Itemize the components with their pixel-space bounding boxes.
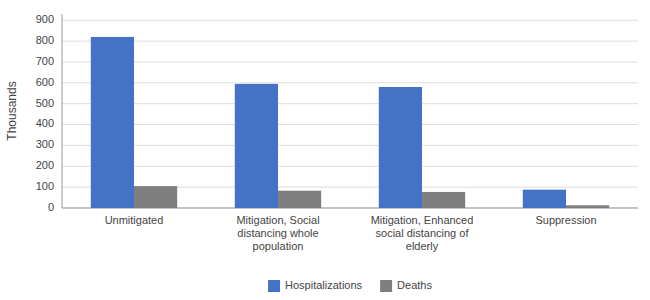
bar	[379, 87, 422, 208]
x-tick-label: Mitigation, Socialdistancing wholepopula…	[236, 214, 319, 252]
bars	[91, 37, 609, 208]
y-tick-label: 700	[36, 55, 54, 67]
legend-item: Deaths	[380, 279, 432, 292]
y-tick-label: 500	[36, 97, 54, 109]
y-axis-label: Thousands	[5, 81, 19, 140]
bar	[566, 205, 609, 208]
x-tick-label-line: Mitigation, Enhanced	[371, 214, 474, 226]
grid-line	[62, 166, 638, 167]
grid-line	[62, 82, 638, 83]
bar	[91, 37, 134, 208]
legend-swatch	[380, 280, 392, 292]
legend-label: Deaths	[397, 279, 432, 291]
bar	[134, 186, 177, 208]
x-tick-label: Mitigation, Enhancedsocial distancing of…	[371, 214, 474, 252]
x-tick-label-line: Mitigation, Social	[236, 214, 319, 226]
y-axis: 0 100 200 300 400 500 600 700 800 900	[36, 13, 54, 213]
x-tick-label-line: elderly	[406, 240, 439, 252]
bar	[278, 191, 321, 208]
legend-swatch	[268, 280, 280, 292]
grid-line	[62, 145, 638, 146]
legend: Hospitalizations Deaths	[268, 279, 432, 292]
grid-line	[62, 20, 638, 21]
y-tick-label: 100	[36, 180, 54, 192]
y-tick-label: 400	[36, 117, 54, 129]
chart-container: 0 100 200 300 400 500 600 700 800 900 Thousands Unm…	[0, 0, 650, 300]
y-tick-label: 600	[36, 76, 54, 88]
y-tick-label: 0	[48, 201, 54, 213]
x-tick-label-line: distancing whole	[237, 227, 318, 239]
x-tick-label-line: Suppression	[535, 214, 596, 226]
x-tick-label-line: Unmitigated	[105, 214, 164, 226]
grid-line	[62, 61, 638, 62]
grid-line	[62, 41, 638, 42]
y-axis-line	[62, 14, 63, 208]
y-tick-label: 800	[36, 34, 54, 46]
bar	[422, 192, 465, 208]
y-tick-label: 900	[36, 13, 54, 25]
bar	[523, 190, 566, 208]
bar	[235, 84, 278, 208]
legend-item: Hospitalizations	[268, 279, 363, 292]
y-tick-label: 300	[36, 138, 54, 150]
grid-line	[62, 103, 638, 104]
x-axis: Unmitigated Mitigation, Socialdistancing …	[105, 214, 597, 252]
grid-line	[62, 124, 638, 125]
grid	[62, 20, 638, 208]
chart: 0 100 200 300 400 500 600 700 800 900 Thousands Unm…	[0, 0, 650, 300]
legend-label: Hospitalizations	[285, 279, 363, 291]
x-tick-label: Unmitigated	[105, 214, 164, 226]
x-tick-label-line: population	[253, 240, 304, 252]
x-tick-label-line: social distancing of	[376, 227, 470, 239]
x-tick-label: Suppression	[535, 214, 596, 226]
y-tick-label: 200	[36, 159, 54, 171]
